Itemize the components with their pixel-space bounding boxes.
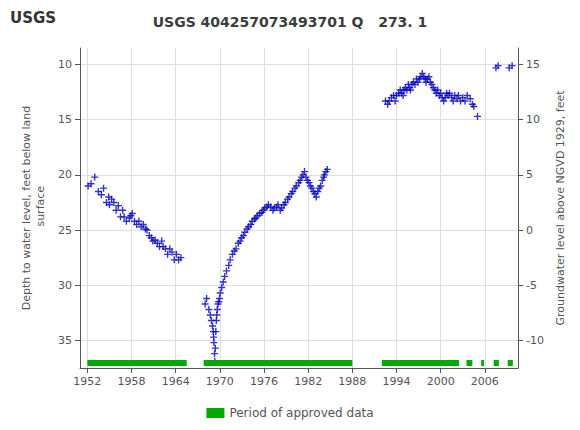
svg-text:1994: 1994 bbox=[383, 375, 411, 388]
svg-text:1988: 1988 bbox=[338, 375, 366, 388]
svg-text:1970: 1970 bbox=[206, 375, 234, 388]
svg-text:2006: 2006 bbox=[471, 375, 499, 388]
svg-text:1976: 1976 bbox=[250, 375, 278, 388]
svg-text:10: 10 bbox=[526, 113, 540, 126]
svg-text:20: 20 bbox=[58, 168, 72, 181]
svg-text:-5: -5 bbox=[526, 279, 537, 292]
svg-text:1958: 1958 bbox=[118, 375, 146, 388]
svg-text:surface: surface bbox=[34, 186, 47, 230]
svg-text:USGS 404257073493701 Q 273.: USGS 404257073493701 Q 273. 1 bbox=[153, 14, 428, 30]
svg-text:1964: 1964 bbox=[162, 375, 190, 388]
svg-text:Depth to water level, feet bel: Depth to water level, feet below land bbox=[20, 106, 33, 311]
svg-text:2000: 2000 bbox=[427, 375, 455, 388]
svg-text:15: 15 bbox=[526, 58, 540, 71]
svg-text:0: 0 bbox=[526, 224, 533, 237]
svg-text:10: 10 bbox=[58, 58, 72, 71]
svg-text:35: 35 bbox=[58, 334, 72, 347]
svg-text:5: 5 bbox=[526, 168, 533, 181]
svg-text:Groundwater level above NGVD 1: Groundwater level above NGVD 1929, feet bbox=[554, 90, 567, 326]
svg-text:-10: -10 bbox=[526, 334, 544, 347]
svg-text:1952: 1952 bbox=[73, 375, 101, 388]
svg-text:30: 30 bbox=[58, 279, 72, 292]
svg-text:25: 25 bbox=[58, 224, 72, 237]
svg-text:15: 15 bbox=[58, 113, 72, 126]
svg-text:USGS: USGS bbox=[10, 9, 56, 27]
svg-text:Period of approved data: Period of approved data bbox=[229, 406, 373, 420]
svg-text:1982: 1982 bbox=[294, 375, 322, 388]
